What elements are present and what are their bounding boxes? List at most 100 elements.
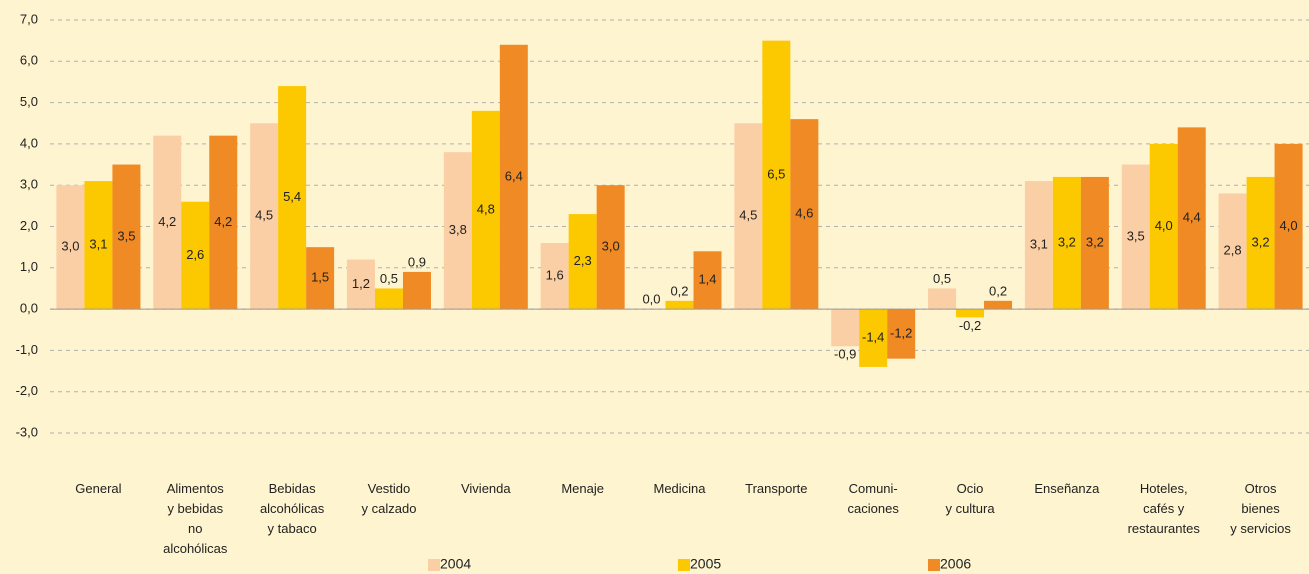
x-tick-label: Alimentos y bebidas no alcohólicas: [163, 481, 228, 556]
value-label: 1,5: [311, 270, 329, 285]
bar: [112, 164, 141, 310]
y-tick-label: 3,0: [20, 177, 38, 192]
value-label: 1,4: [698, 272, 716, 287]
value-label: 0,9: [408, 254, 426, 269]
y-tick-label: -1,0: [16, 342, 38, 357]
value-label: 2,8: [1224, 243, 1242, 258]
bar: [402, 271, 431, 310]
value-label: -0,2: [959, 318, 981, 333]
bar: [734, 123, 763, 310]
bar: [665, 300, 694, 310]
value-label: -1,4: [862, 329, 884, 344]
bar: [1024, 181, 1053, 310]
y-tick-label: -3,0: [16, 424, 38, 439]
x-tick-label: Menaje: [561, 481, 604, 496]
bar: [181, 201, 210, 310]
y-tick-label: -2,0: [16, 383, 38, 398]
x-tick-label: Bebidas alcohólicas y tabaco: [260, 481, 325, 536]
value-label: 3,2: [1086, 234, 1104, 249]
y-tick-label: 1,0: [20, 259, 38, 274]
value-label: 0,2: [670, 283, 688, 298]
bar: [278, 86, 307, 310]
value-label: 3,5: [1127, 228, 1145, 243]
x-tick-label: General: [75, 481, 121, 496]
bar: [1274, 143, 1303, 310]
legend-label: 2006: [940, 556, 971, 572]
bar: [1149, 143, 1178, 310]
bar: [374, 288, 403, 310]
value-label: 4,5: [739, 208, 757, 223]
x-tick-label: Enseñanza: [1034, 481, 1100, 496]
value-label: 3,8: [449, 222, 467, 237]
bar: [790, 119, 819, 310]
bar: [1177, 127, 1206, 310]
value-label: -1,2: [890, 325, 912, 340]
bar: [568, 214, 597, 310]
value-label: 3,1: [89, 237, 107, 252]
x-tick-label: Hoteles, cafés y restaurantes: [1128, 481, 1201, 536]
value-label: 6,4: [505, 168, 523, 183]
legend-label: 2004: [440, 556, 471, 572]
bar: [762, 40, 791, 310]
y-tick-label: 2,0: [20, 218, 38, 233]
value-label: 2,6: [186, 247, 204, 262]
bar: [84, 181, 113, 310]
x-tick-label: Comuni-caciones: [848, 481, 900, 516]
value-label: 3,2: [1058, 234, 1076, 249]
bar: [1080, 176, 1109, 310]
value-label: 6,5: [767, 166, 785, 181]
y-tick-label: 0,0: [20, 301, 38, 316]
value-label: 4,0: [1280, 218, 1298, 233]
value-label: 4,2: [158, 214, 176, 229]
value-label: -0,9: [834, 347, 856, 362]
legend-swatch: [678, 559, 690, 571]
bar: [209, 135, 238, 310]
x-tick-label: Medicina: [653, 481, 706, 496]
bar: [831, 309, 860, 347]
value-label: 3,2: [1252, 234, 1270, 249]
value-label: 3,5: [117, 228, 135, 243]
value-label: 2,3: [574, 253, 592, 268]
value-label: 1,6: [546, 267, 564, 282]
y-tick-label: 6,0: [20, 53, 38, 68]
x-tick-label: Vivienda: [461, 481, 511, 496]
bar: [596, 185, 625, 310]
x-tick-label: Vestido y calzado: [362, 481, 417, 516]
value-label: 3,0: [602, 239, 620, 254]
legend-label: 2005: [690, 556, 721, 572]
x-tick-label: Ocio y cultura: [945, 481, 995, 516]
value-label: 0,5: [380, 271, 398, 286]
bar: [250, 123, 279, 310]
bar: [346, 259, 375, 310]
bar: [928, 288, 957, 310]
value-label: 0,2: [989, 283, 1007, 298]
x-tick-label: Otros bienes y servicios: [1230, 481, 1291, 536]
value-label: 3,0: [61, 239, 79, 254]
bar: [443, 152, 472, 310]
legend-swatch: [928, 559, 940, 571]
legend-swatch: [428, 559, 440, 571]
bar: [887, 309, 916, 359]
value-label: 4,0: [1155, 218, 1173, 233]
value-label: 4,6: [795, 206, 813, 221]
y-tick-label: 7,0: [20, 11, 38, 26]
bar: [1121, 164, 1150, 310]
value-label: 5,4: [283, 189, 301, 204]
bar: [984, 300, 1013, 310]
bar: [956, 309, 985, 318]
y-tick-label: 4,0: [20, 135, 38, 150]
value-label: 4,5: [255, 208, 273, 223]
bar: [859, 309, 888, 367]
x-tick-label: Transporte: [745, 481, 807, 496]
value-label: 0,5: [933, 271, 951, 286]
y-tick-label: 5,0: [20, 94, 38, 109]
bar: [56, 185, 85, 310]
bar: [306, 247, 335, 310]
bar: [1246, 176, 1275, 310]
bar: [1218, 193, 1247, 310]
bar: [471, 110, 500, 310]
bar: [153, 135, 182, 310]
value-label: 1,2: [352, 276, 370, 291]
bar: [1052, 176, 1081, 310]
